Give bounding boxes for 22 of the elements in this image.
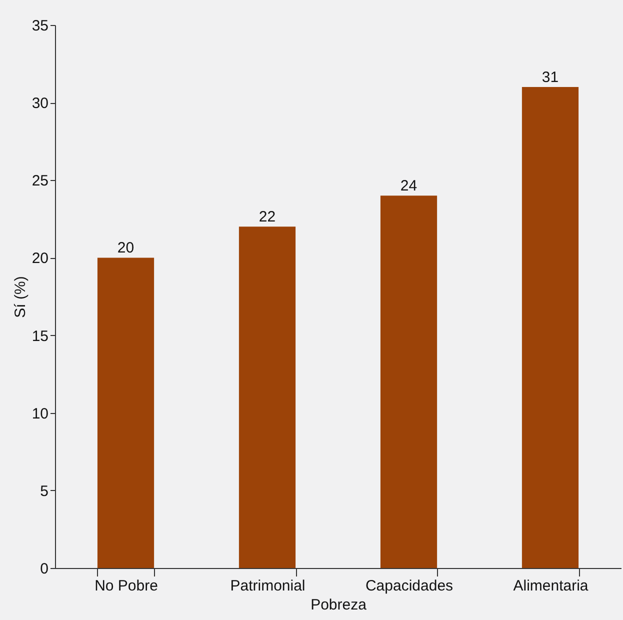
data-label: 20 [117, 240, 134, 257]
data-label: 22 [258, 208, 276, 226]
y-tick-label: 35 [32, 18, 48, 34]
y-tick-label: 0 [40, 560, 48, 578]
bar [97, 258, 154, 568]
x-tick-label: No Pobre [94, 578, 158, 594]
y-tick-label: 15 [32, 328, 48, 345]
x-tick-label: Alimentaria [513, 578, 589, 594]
x-tick-label: Capacidades [365, 578, 454, 594]
bar [380, 196, 438, 568]
y-tick-label: 20 [32, 250, 48, 268]
x-tick-label: Patrimonial [230, 578, 306, 594]
y-tick-label: 30 [32, 95, 48, 112]
bar [238, 226, 296, 568]
data-label: 31 [542, 69, 559, 86]
bar [522, 87, 579, 568]
y-axis-title: Sí (%) [12, 276, 29, 318]
y-tick-label: 5 [40, 482, 48, 500]
y-tick-label: 25 [32, 172, 48, 190]
data-label: 24 [400, 178, 418, 195]
y-tick-label: 10 [32, 405, 48, 422]
x-axis-title: Pobreza [310, 596, 368, 614]
